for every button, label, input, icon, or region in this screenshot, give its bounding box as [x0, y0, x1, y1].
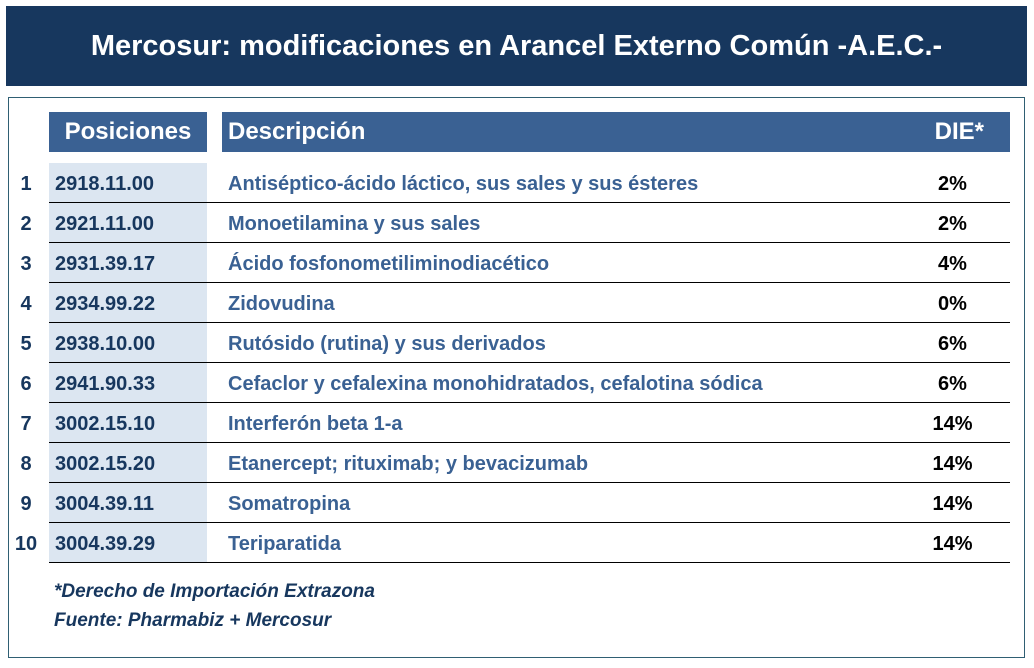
row-number: 8 — [20, 453, 32, 475]
position-code: 2921.11.00 — [49, 203, 207, 243]
die-rate: 4% — [938, 253, 967, 275]
row-number: 2 — [20, 213, 32, 235]
table-row: 5 2938.10.00 Rutósido (rutina) y sus der… — [0, 323, 1034, 363]
row-divider — [49, 242, 1010, 243]
die-rate: 14% — [932, 413, 973, 435]
row-number: 5 — [20, 333, 32, 355]
header-description: Descripción DIE* — [222, 112, 1010, 152]
description: Zidovudina — [228, 293, 335, 315]
position-code: 3002.15.20 — [49, 443, 207, 483]
position-code: 3004.39.11 — [49, 483, 207, 523]
row-divider — [49, 482, 1010, 483]
description: Interferón beta 1-a — [228, 413, 403, 435]
row-divider — [49, 562, 1010, 563]
die-rate: 14% — [932, 533, 973, 555]
die-rate: 14% — [932, 453, 973, 475]
row-divider — [49, 442, 1010, 443]
die-rate: 14% — [932, 493, 973, 515]
die-rate: 2% — [938, 213, 967, 235]
footnote-die: *Derecho de Importación Extrazona — [54, 581, 375, 602]
footnote-source: Fuente: Pharmabiz + Mercosur — [54, 610, 332, 631]
table-row: 9 3004.39.11 Somatropina 14% — [0, 483, 1034, 523]
description: Teriparatida — [228, 533, 341, 555]
description: Antiséptico-ácido láctico, sus sales y s… — [228, 173, 699, 195]
table-row: 4 2934.99.22 Zidovudina 0% — [0, 283, 1034, 323]
row-number: 10 — [14, 533, 38, 555]
header-die: DIE* — [934, 118, 984, 145]
description: Ácido fosfonometiliminodiacético — [228, 253, 550, 275]
row-number: 7 — [20, 413, 32, 435]
description: Somatropina — [228, 493, 351, 515]
row-divider — [49, 282, 1010, 283]
description: Etanercept; rituximab; y bevacizumab — [228, 453, 589, 475]
die-rate: 2% — [938, 173, 967, 195]
row-number: 9 — [20, 493, 32, 515]
page-title: Mercosur: modificaciones en Arancel Exte… — [6, 6, 1027, 86]
die-rate: 6% — [938, 373, 967, 395]
position-code: 2931.39.17 — [49, 243, 207, 283]
table-row: 8 3002.15.20 Etanercept; rituximab; y be… — [0, 443, 1034, 483]
position-code: 2934.99.22 — [49, 283, 207, 323]
row-divider — [49, 322, 1010, 323]
description: Cefaclor y cefalexina monohidratados, ce… — [228, 373, 763, 395]
position-code: 2918.11.00 — [49, 163, 207, 203]
row-number: 3 — [20, 253, 32, 275]
position-code: 2938.10.00 — [49, 323, 207, 363]
die-rate: 6% — [938, 333, 967, 355]
table-row: 2 2921.11.00 Monoetilamina y sus sales 2… — [0, 203, 1034, 243]
table-row: 10 3004.39.29 Teriparatida 14% — [0, 523, 1034, 563]
table-row: 1 2918.11.00 Antiséptico-ácido láctico, … — [0, 163, 1034, 203]
row-divider — [49, 362, 1010, 363]
row-divider — [49, 402, 1010, 403]
table-row: 6 2941.90.33 Cefaclor y cefalexina monoh… — [0, 363, 1034, 403]
row-number: 6 — [20, 373, 32, 395]
die-rate: 0% — [938, 293, 967, 315]
position-code: 2941.90.33 — [49, 363, 207, 403]
header-description-label: Descripción — [228, 118, 366, 145]
table-frame — [8, 97, 1025, 658]
position-code: 3004.39.29 — [49, 523, 207, 563]
table-row: 7 3002.15.10 Interferón beta 1-a 14% — [0, 403, 1034, 443]
row-number: 4 — [20, 293, 32, 315]
header-positions: Posiciones — [49, 112, 207, 152]
row-divider — [49, 522, 1010, 523]
description: Monoetilamina y sus sales — [228, 213, 481, 235]
description: Rutósido (rutina) y sus derivados — [228, 333, 546, 355]
position-code: 3002.15.10 — [49, 403, 207, 443]
row-divider — [49, 202, 1010, 203]
row-number: 1 — [20, 173, 32, 195]
table-row: 3 2931.39.17 Ácido fosfonometiliminodiac… — [0, 243, 1034, 283]
